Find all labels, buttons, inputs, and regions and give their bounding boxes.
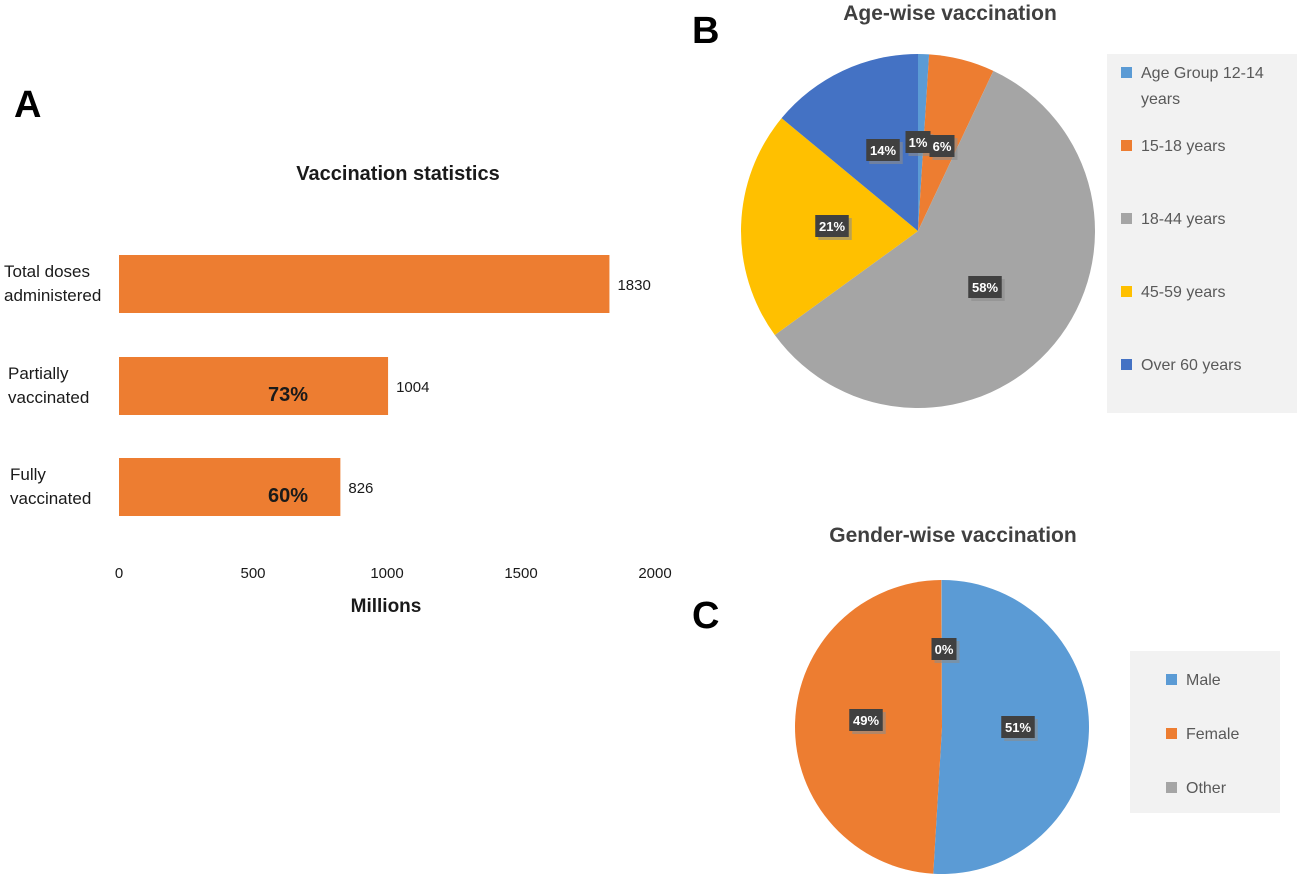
value-label: 1830 [617,277,650,294]
category-label: Fully vaccinated [10,465,91,508]
age-pie-slices [741,53,1095,408]
slice-label: 14% [866,139,903,164]
age-pie-labels: 1% 6% 58% 21% 14% [815,131,1005,301]
x-axis-title: Millions [351,596,422,617]
gender-legend: Male Female Other [1166,672,1239,797]
category-label: Partially vaccinated [8,364,89,407]
svg-text:6%: 6% [933,139,952,154]
bar [119,458,341,516]
gender-legend-background [1130,651,1280,813]
category-label: Total doses administered [4,262,101,305]
svg-text:51%: 51% [1005,720,1031,735]
x-tick-label: 500 [240,565,265,582]
gender-pie-title: Gender-wise vaccination [829,524,1076,547]
legend-swatch [1166,674,1177,685]
legend-label: Over 60 years [1141,357,1241,374]
gender-pie-chart: Gender-wise vaccination 51% 49% 0% Male Fem… [795,524,1280,875]
legend-swatch [1166,782,1177,793]
slice-label: 21% [815,215,852,240]
age-legend-background [1107,54,1297,413]
gender-pie-slices [795,580,1090,875]
legend-swatch [1121,286,1132,297]
legend-swatch [1121,213,1132,224]
svg-text:21%: 21% [819,219,845,234]
svg-text:14%: 14% [870,143,896,158]
legend-swatch [1121,140,1132,151]
x-tick-label: 0 [115,565,123,582]
svg-text:0%: 0% [935,642,954,657]
slice-label: 49% [849,709,886,734]
legend-label: Other [1186,780,1227,797]
legend-label: 15-18 years [1141,138,1226,155]
x-tick-label: 1000 [370,565,403,582]
slice-label: 6% [929,135,958,160]
x-axis-ticks: 0 500 1000 1500 2000 [115,565,672,582]
value-label: 1004 [396,379,429,396]
svg-text:49%: 49% [853,713,879,728]
age-pie-chart: Age-wise vaccination 1% 6% 58% 21% 14% Age G… [741,2,1297,413]
bar-series: Total doses administered 1830 Partially vacc… [4,255,651,516]
panel-label-b: B [692,10,719,52]
bar [119,357,389,415]
x-tick-label: 1500 [504,565,537,582]
svg-text:1%: 1% [909,135,928,150]
slice-label: 0% [931,638,960,663]
legend-label: 45-59 years [1141,284,1226,301]
legend-label: 18-44 years [1141,211,1226,228]
legend-swatch [1121,67,1132,78]
svg-text:58%: 58% [972,280,998,295]
legend-swatch [1166,728,1177,739]
legend-label: Male [1186,672,1221,689]
pie-slice [774,70,1095,408]
panel-label-a: A [14,84,41,126]
bar [119,255,610,313]
legend-label: Female [1186,726,1239,743]
age-legend: Age Group 12-14 years 15-18 years 18-44 yea… [1121,65,1264,374]
slice-label: 58% [968,276,1005,301]
slice-label: 51% [1001,716,1038,741]
value-label: 826 [348,480,373,497]
panel-label-c: C [692,595,719,637]
legend-label: Age Group 12-14 years [1141,65,1264,108]
age-pie-title: Age-wise vaccination [843,2,1057,25]
legend-swatch [1121,359,1132,370]
bar-chart: Vaccination statistics Total doses admini… [4,163,672,617]
gender-pie-labels: 51% 49% 0% [849,638,1038,741]
bar-percent-label: 60% [268,485,308,507]
pie-slice [781,53,918,231]
x-tick-label: 2000 [638,565,671,582]
bar-percent-label: 73% [268,384,308,406]
slice-label: 1% [905,131,934,156]
bar-chart-title: Vaccination statistics [296,163,499,185]
